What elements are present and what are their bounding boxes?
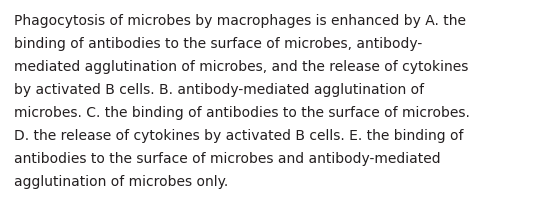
Text: Phagocytosis of microbes by macrophages is enhanced by A. the: Phagocytosis of microbes by macrophages … xyxy=(14,14,466,28)
Text: D. the release of cytokines by activated B cells. E. the binding of: D. the release of cytokines by activated… xyxy=(14,129,464,143)
Text: mediated agglutination of microbes, and the release of cytokines: mediated agglutination of microbes, and … xyxy=(14,60,468,74)
Text: by activated B cells. B. antibody-mediated agglutination of: by activated B cells. B. antibody-mediat… xyxy=(14,83,424,97)
Text: agglutination of microbes only.: agglutination of microbes only. xyxy=(14,175,228,189)
Text: binding of antibodies to the surface of microbes, antibody-: binding of antibodies to the surface of … xyxy=(14,37,422,51)
Text: microbes. C. the binding of antibodies to the surface of microbes.: microbes. C. the binding of antibodies t… xyxy=(14,106,470,120)
Text: antibodies to the surface of microbes and antibody-mediated: antibodies to the surface of microbes an… xyxy=(14,152,441,166)
